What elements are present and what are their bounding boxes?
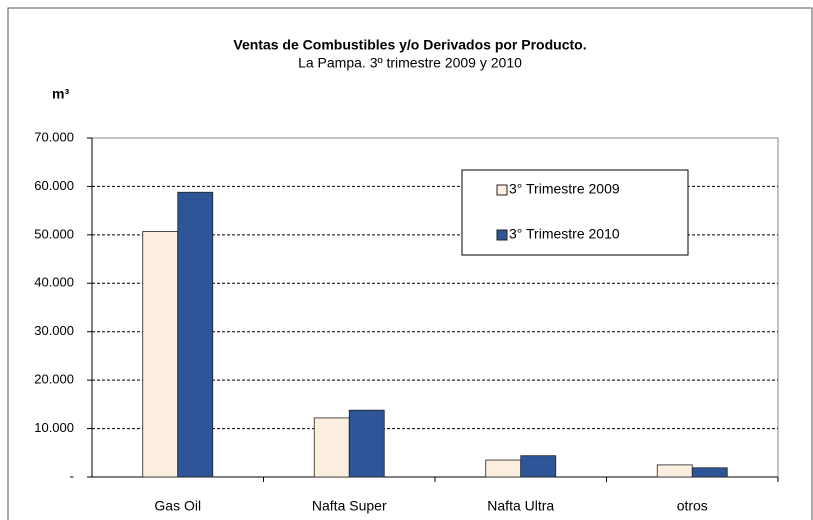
- bar: [656, 464, 693, 478]
- x-tick-label: Nafta Ultra: [487, 498, 554, 514]
- legend-swatch: [496, 229, 508, 241]
- legend-label: 3° Trimestre 2010: [509, 226, 620, 242]
- x-tick-label: otros: [677, 498, 708, 514]
- x-tick-label: Gas Oil: [154, 498, 201, 514]
- y-axis-label: m³: [52, 86, 69, 102]
- bar: [691, 467, 728, 478]
- y-tick-label: 20.000: [34, 372, 74, 387]
- legend-label: 3° Trimestre 2009: [509, 181, 620, 197]
- y-tick-label: -: [70, 468, 74, 483]
- bar: [313, 417, 350, 478]
- chart-title: Ventas de Combustibles y/o Derivados por…: [233, 37, 586, 53]
- bar: [177, 191, 214, 478]
- bar: [485, 459, 522, 478]
- bar: [520, 455, 557, 478]
- chart-frame: [7, 7, 813, 520]
- y-tick-label: 40.000: [34, 275, 74, 290]
- y-tick-label: 30.000: [34, 323, 74, 338]
- y-tick-label: 70.000: [34, 129, 74, 144]
- y-tick-label: 50.000: [34, 226, 74, 241]
- legend-swatch: [496, 184, 508, 196]
- y-tick-label: 60.000: [34, 178, 74, 193]
- bar: [348, 409, 385, 478]
- x-tick-label: Nafta Super: [312, 498, 387, 514]
- bar: [142, 231, 179, 478]
- chart-subtitle: La Pampa. 3º trimestre 2009 y 2010: [298, 55, 522, 71]
- y-tick-label: 10.000: [34, 420, 74, 435]
- legend: [461, 169, 689, 256]
